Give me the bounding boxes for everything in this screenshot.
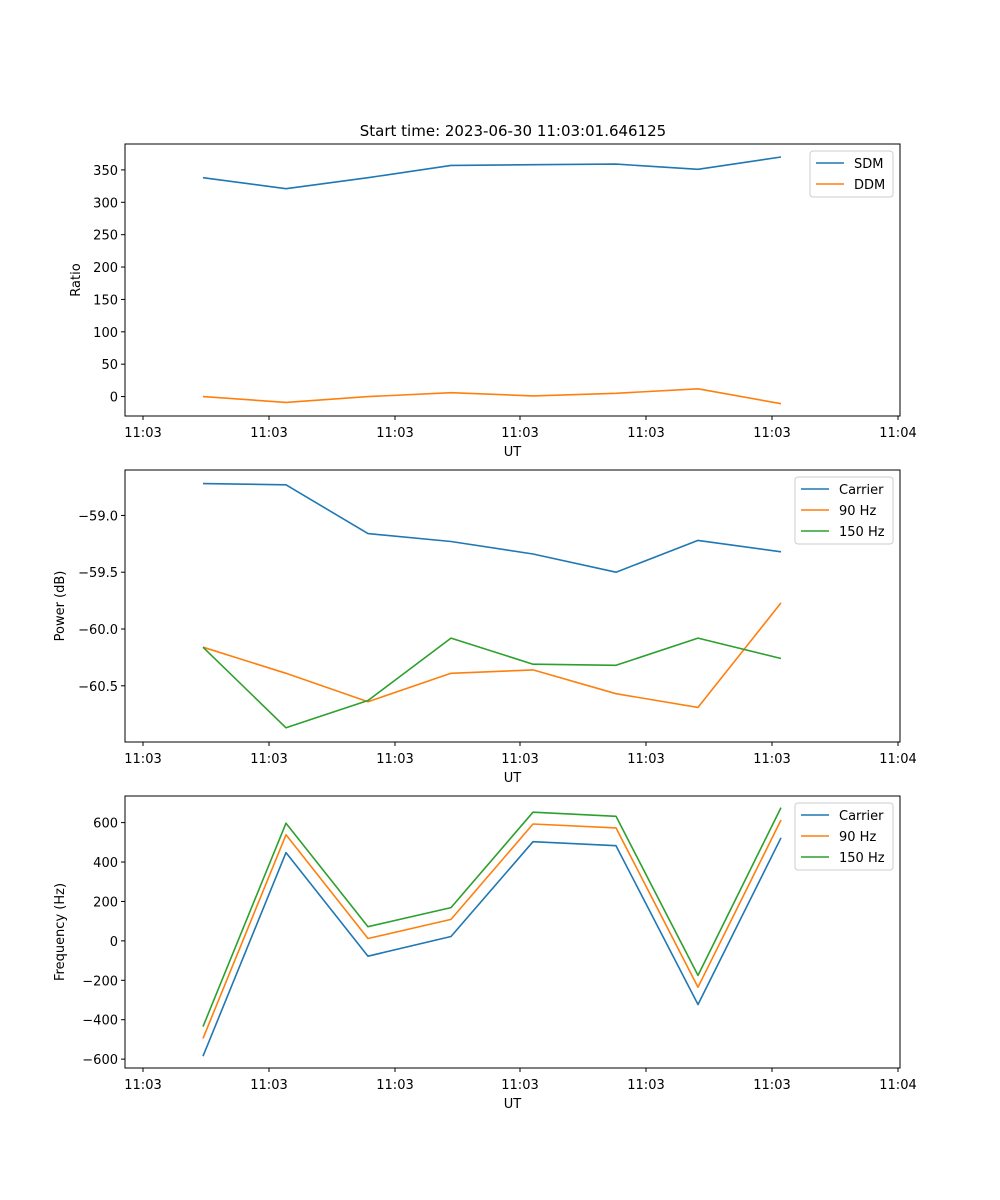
panel-2-x-tick-label: 11:03 bbox=[753, 752, 790, 767]
panel-2-series-line-carrier bbox=[202, 482, 782, 574]
panel-2-legend-label: Carrier bbox=[839, 483, 884, 498]
panel-3-y-tick-label: 200 bbox=[93, 895, 118, 910]
panel-3-y-tick-label: 0 bbox=[110, 935, 118, 950]
panel-1-y-tick-label: 250 bbox=[93, 229, 118, 244]
panel-3-y-tick-label: −200 bbox=[82, 974, 118, 989]
panel-2-legend-label: 150 Hz bbox=[839, 525, 885, 540]
panel-1-y-tick-label: 150 bbox=[93, 293, 118, 308]
panel-2-series-line-90-hz bbox=[202, 602, 782, 709]
panel-2-y-tick-label: −59.0 bbox=[78, 509, 118, 524]
panel-1-x-tick-label: 11:04 bbox=[879, 426, 916, 441]
panel-1-axes-frame bbox=[124, 143, 901, 417]
figure-title: Start time: 2023-06-30 11:03:01.646125 bbox=[360, 122, 666, 140]
panel-3-x-tick-label: 11:03 bbox=[627, 1078, 664, 1093]
panel-2-x-tick-label: 11:03 bbox=[124, 752, 161, 767]
panel-2-x-tick-label: 11:03 bbox=[376, 752, 413, 767]
panel-2-legend-label: 90 Hz bbox=[839, 504, 876, 519]
panel-3-axes-frame bbox=[124, 795, 901, 1069]
panel-3-y-tick-label: 400 bbox=[93, 856, 118, 871]
panel-3-x-tick-label: 11:03 bbox=[501, 1078, 538, 1093]
panel-1-y-tick-label: 350 bbox=[93, 164, 118, 179]
panel-2-y-tick-label: −60.0 bbox=[78, 623, 118, 638]
panel-2-x-tick-label: 11:03 bbox=[627, 752, 664, 767]
panel-1-x-axis-label: UT bbox=[504, 445, 522, 460]
panel-3-legend-label: 150 Hz bbox=[839, 851, 885, 866]
panel-3-x-axis-label: UT bbox=[504, 1097, 522, 1112]
panel-1-series-line-sdm bbox=[202, 156, 782, 190]
panel-1-y-tick-label: 300 bbox=[93, 196, 118, 211]
panel-1-y-tick-label: 50 bbox=[101, 358, 118, 373]
panel-3-x-tick-label: 11:03 bbox=[753, 1078, 790, 1093]
panel-1-x-tick-label: 11:03 bbox=[501, 426, 538, 441]
panel-2-y-axis-label: Power (dB) bbox=[53, 571, 68, 642]
panel-2-x-tick-label: 11:03 bbox=[250, 752, 287, 767]
panel-3-legend-box bbox=[794, 802, 894, 871]
panel-3-x-tick-label: 11:03 bbox=[376, 1078, 413, 1093]
panel-1-series-line-ddm bbox=[202, 387, 782, 405]
panel-2-axes-frame bbox=[124, 469, 901, 743]
panel-1-legend-label: DDM bbox=[854, 178, 885, 193]
panel-1-x-tick-label: 11:03 bbox=[753, 426, 790, 441]
panel-2-series-line-150-hz bbox=[202, 637, 782, 729]
panel-1-y-tick-label: 0 bbox=[110, 391, 118, 406]
panel-1-y-tick-label: 200 bbox=[93, 261, 118, 276]
panel-2-legend-box bbox=[794, 476, 894, 545]
panel-1-x-tick-label: 11:03 bbox=[124, 426, 161, 441]
panel-3-x-tick-label: 11:03 bbox=[250, 1078, 287, 1093]
panel-2-y-tick-label: −59.5 bbox=[78, 566, 118, 581]
panel-3-series-line-90-hz bbox=[202, 819, 782, 1039]
panel-1-x-tick-label: 11:03 bbox=[627, 426, 664, 441]
panel-3-legend-label: 90 Hz bbox=[839, 830, 876, 845]
panel-1-y-axis-label: Ratio bbox=[69, 263, 84, 296]
panel-3-y-tick-label: −400 bbox=[82, 1014, 118, 1029]
panel-1-x-tick-label: 11:03 bbox=[376, 426, 413, 441]
panel-1-y-tick-label: 100 bbox=[93, 326, 118, 341]
panel-3-series-line-carrier bbox=[202, 837, 782, 1057]
panel-2-x-axis-label: UT bbox=[504, 771, 522, 786]
panel-3-y-tick-label: 600 bbox=[93, 817, 118, 832]
panel-2-x-tick-label: 11:03 bbox=[501, 752, 538, 767]
panel-3-y-tick-label: −600 bbox=[82, 1053, 118, 1068]
panel-3-y-axis-label: Frequency (Hz) bbox=[53, 883, 68, 981]
panel-3-x-tick-label: 11:04 bbox=[879, 1078, 916, 1093]
panel-2-x-tick-label: 11:04 bbox=[879, 752, 916, 767]
panel-3-series-line-150-hz bbox=[202, 807, 782, 1027]
panel-3-x-tick-label: 11:03 bbox=[124, 1078, 161, 1093]
panel-1-x-tick-label: 11:03 bbox=[250, 426, 287, 441]
panel-1-legend-label: SDM bbox=[854, 157, 883, 172]
panel-3-legend-label: Carrier bbox=[839, 809, 884, 824]
panel-2-y-tick-label: −60.5 bbox=[78, 680, 118, 695]
